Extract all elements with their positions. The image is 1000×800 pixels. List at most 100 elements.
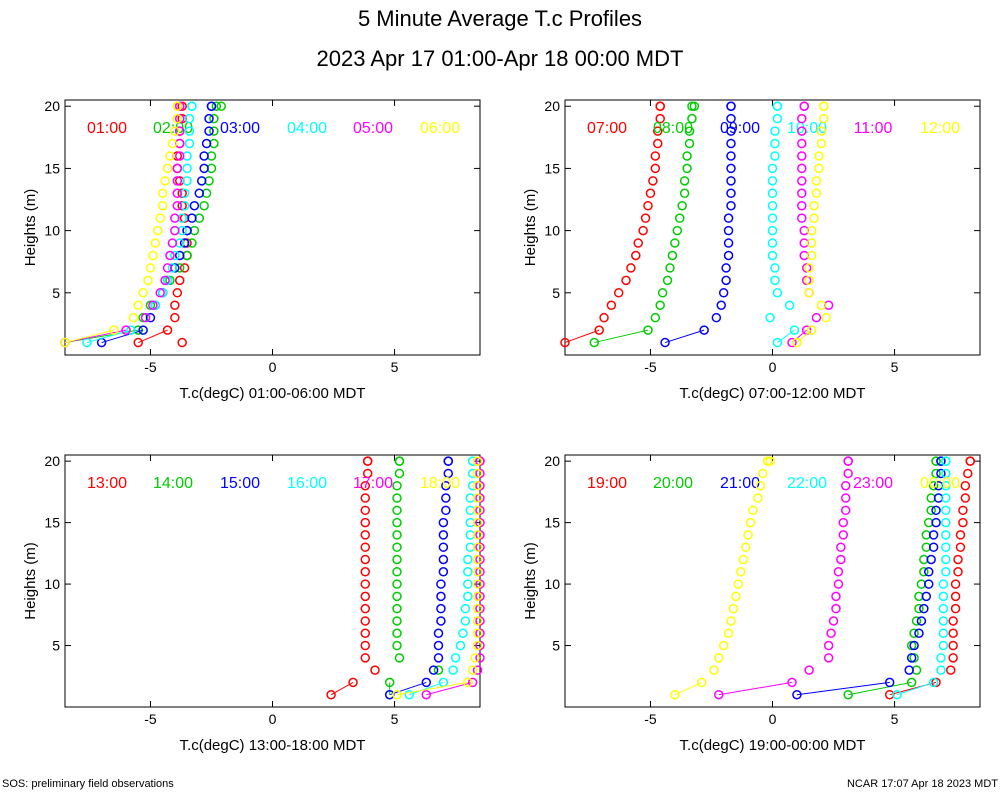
series-0600 — [60, 101, 183, 348]
data-point — [606, 300, 617, 310]
data-point — [392, 554, 402, 565]
data-point — [170, 312, 180, 323]
data-point — [916, 616, 927, 626]
data-point — [726, 188, 736, 199]
data-point — [404, 689, 414, 700]
data-point — [919, 567, 929, 577]
data-point — [160, 176, 170, 186]
data-point — [170, 213, 180, 223]
data-point — [743, 530, 753, 540]
data-point — [360, 493, 371, 503]
data-point — [199, 200, 209, 211]
legend-entry: 04:00 — [287, 120, 327, 137]
data-point — [360, 579, 371, 589]
data-point — [726, 126, 736, 136]
data-point — [172, 101, 183, 111]
data-point — [638, 225, 648, 236]
data-point — [716, 300, 726, 310]
data-point — [613, 288, 624, 298]
data-point — [728, 603, 739, 614]
series-1000 — [765, 101, 800, 348]
data-point — [923, 579, 934, 589]
data-point — [450, 653, 461, 663]
data-point — [560, 337, 570, 348]
data-point — [753, 493, 763, 503]
data-point — [936, 456, 946, 466]
data-point — [797, 126, 807, 136]
data-point — [906, 653, 917, 663]
data-point — [767, 225, 778, 236]
data-point — [723, 250, 734, 261]
data-point — [160, 275, 170, 286]
data-point — [438, 542, 449, 552]
y-axis-label: Heights (m) — [22, 189, 39, 267]
data-point — [392, 505, 402, 516]
data-point — [589, 337, 600, 348]
data-point — [470, 653, 480, 663]
legend-entry: 09:00 — [720, 120, 760, 137]
data-point — [953, 554, 963, 565]
data-point — [179, 238, 190, 248]
data-point — [960, 480, 971, 491]
data-point — [819, 113, 829, 124]
data-point — [460, 603, 471, 614]
y-tick-label: 10 — [544, 223, 560, 239]
profile-segment — [409, 681, 444, 696]
legend-entry: 01:00 — [87, 120, 127, 137]
data-point — [650, 312, 661, 323]
data-point — [174, 126, 185, 136]
profile-segment — [594, 329, 649, 344]
data-point — [443, 468, 454, 479]
series-1400 — [384, 456, 444, 700]
data-point — [723, 238, 734, 248]
series-1600 — [404, 456, 478, 700]
profile-segment — [138, 329, 168, 344]
data-point — [155, 288, 165, 298]
data-point — [392, 603, 402, 614]
data-point — [660, 337, 670, 348]
y-tick-label: 20 — [44, 453, 60, 469]
data-point — [392, 628, 402, 638]
legend-entry: 05:00 — [353, 120, 393, 137]
data-point — [145, 263, 156, 273]
data-point — [633, 238, 643, 248]
data-point — [672, 225, 683, 236]
footer-right: NCAR 17:07 Apr 18 2023 MDT — [847, 778, 998, 790]
data-point — [804, 288, 814, 298]
data-point — [733, 579, 744, 589]
data-point — [770, 138, 780, 149]
x-tick-label: 5 — [891, 711, 899, 727]
data-point — [677, 200, 687, 211]
series-1300 — [326, 456, 380, 700]
data-point — [463, 567, 473, 577]
data-point — [438, 554, 449, 565]
data-point — [714, 689, 724, 700]
data-point — [392, 689, 402, 700]
data-point — [167, 263, 178, 273]
data-point — [767, 238, 778, 248]
data-point — [187, 101, 197, 111]
legend-entry: 07:00 — [587, 120, 627, 137]
series-2100 — [792, 456, 946, 700]
data-point — [172, 176, 183, 186]
data-point — [436, 603, 446, 614]
data-point — [814, 151, 824, 161]
data-point — [599, 312, 609, 323]
data-point — [797, 200, 807, 211]
data-point — [626, 263, 636, 273]
data-point — [640, 213, 651, 223]
profile-segment — [848, 681, 912, 696]
data-point — [436, 616, 446, 626]
data-point — [726, 113, 736, 124]
data-point — [182, 176, 192, 186]
data-point — [836, 542, 846, 552]
data-point — [392, 542, 402, 552]
data-point — [909, 640, 919, 651]
data-point — [811, 188, 822, 199]
series-1900 — [884, 456, 975, 700]
data-point — [797, 176, 807, 186]
data-point — [392, 480, 402, 491]
data-point — [928, 542, 939, 552]
chart-panel-4: -5 0 5 5 10 15 20 T.c(degC) 19:00-00:00 MDT Heig… — [522, 453, 981, 754]
data-point — [836, 554, 846, 565]
